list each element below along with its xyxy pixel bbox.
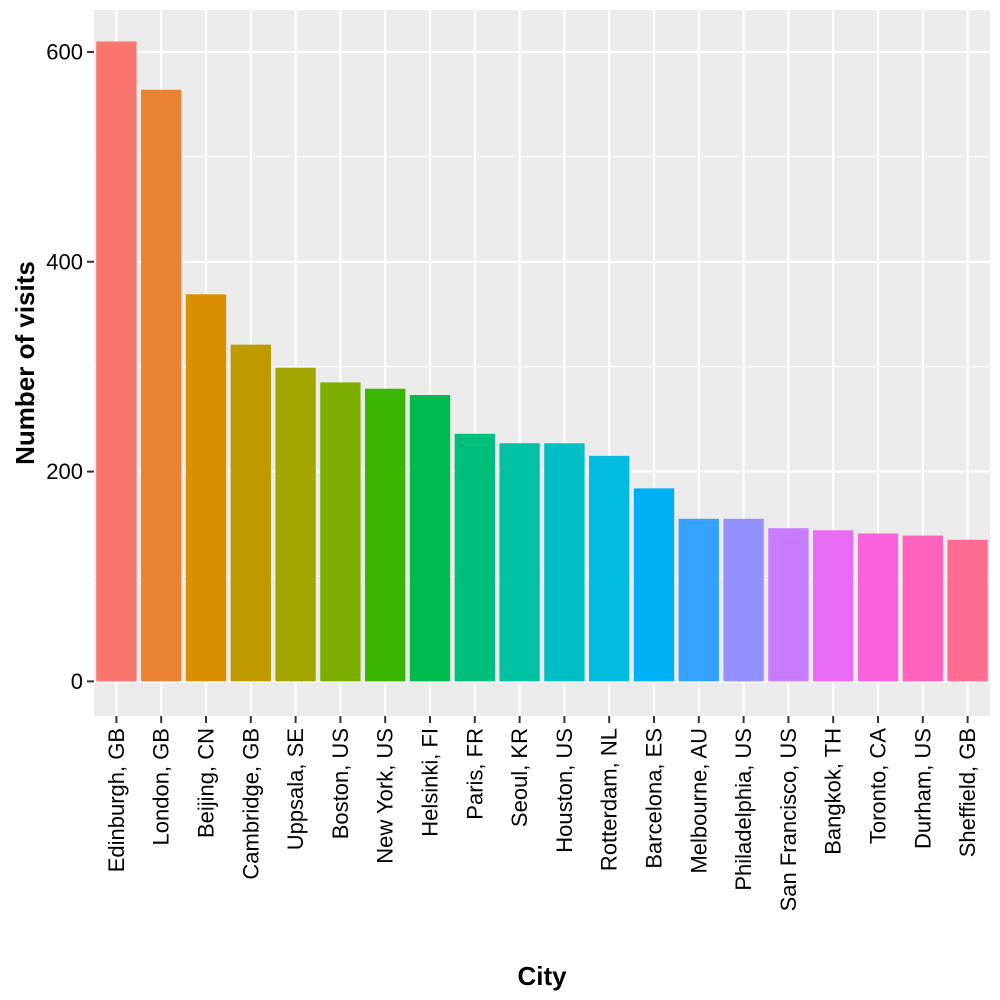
- x-tick-label: Houston, US: [552, 728, 577, 853]
- bar: [813, 530, 854, 682]
- bar: [678, 518, 719, 682]
- x-tick-label: Melbourne, AU: [686, 728, 711, 874]
- x-tick-label: London, GB: [149, 728, 174, 845]
- bar: [947, 539, 988, 682]
- bar: [633, 488, 675, 682]
- x-tick-label: Uppsala, SE: [283, 728, 308, 850]
- bar: [365, 388, 406, 682]
- x-tick-label: Paris, FR: [462, 728, 487, 820]
- bar: [902, 535, 943, 682]
- x-tick-label: San Francisco, US: [776, 728, 801, 911]
- x-tick-label: New York, US: [373, 728, 398, 864]
- bar: [499, 443, 540, 682]
- x-axis-title: City: [517, 961, 567, 991]
- x-tick-label: Cambridge, GB: [238, 728, 263, 880]
- bar: [723, 518, 764, 682]
- bar: [320, 382, 361, 682]
- bar: [544, 443, 585, 682]
- x-tick-label: Sheffield, GB: [955, 728, 980, 857]
- x-tick-label: Boston, US: [328, 728, 353, 839]
- bar: [141, 89, 182, 682]
- x-tick-label: Durham, US: [910, 728, 935, 849]
- x-tick-label: Edinburgh, GB: [104, 728, 129, 872]
- x-tick-label: Philadelphia, US: [731, 728, 756, 891]
- bar: [454, 433, 495, 682]
- y-tick-label: 400: [46, 249, 83, 274]
- bar: [185, 294, 227, 682]
- bar: [857, 533, 899, 682]
- x-tick-label: Helsinki, FI: [418, 728, 443, 837]
- y-tick-label: 600: [46, 39, 83, 64]
- bar: [275, 367, 316, 682]
- x-tick-label: Beijing, CN: [194, 728, 219, 838]
- y-axis: 0 200 400 600: [46, 39, 94, 694]
- plot-panel: [94, 10, 990, 716]
- bar: [409, 394, 451, 682]
- x-tick-label: Rotterdam, NL: [597, 728, 622, 871]
- x-axis: Edinburgh, GB London, GB Beijing, CN Cambri…: [104, 716, 980, 911]
- y-tick-label: 200: [46, 459, 83, 484]
- x-tick-label: Barcelona, ES: [642, 728, 667, 869]
- bar: [96, 41, 137, 682]
- bar: [768, 528, 809, 682]
- x-tick-label: Bangkok, TH: [821, 728, 846, 855]
- y-axis-title: Number of visits: [10, 261, 40, 465]
- x-tick-label: Toronto, CA: [866, 728, 891, 844]
- bars: [96, 41, 988, 682]
- bar: [230, 344, 271, 682]
- y-tick-label: 0: [71, 669, 83, 694]
- bar: [589, 455, 630, 682]
- x-tick-label: Seoul, KR: [507, 728, 532, 827]
